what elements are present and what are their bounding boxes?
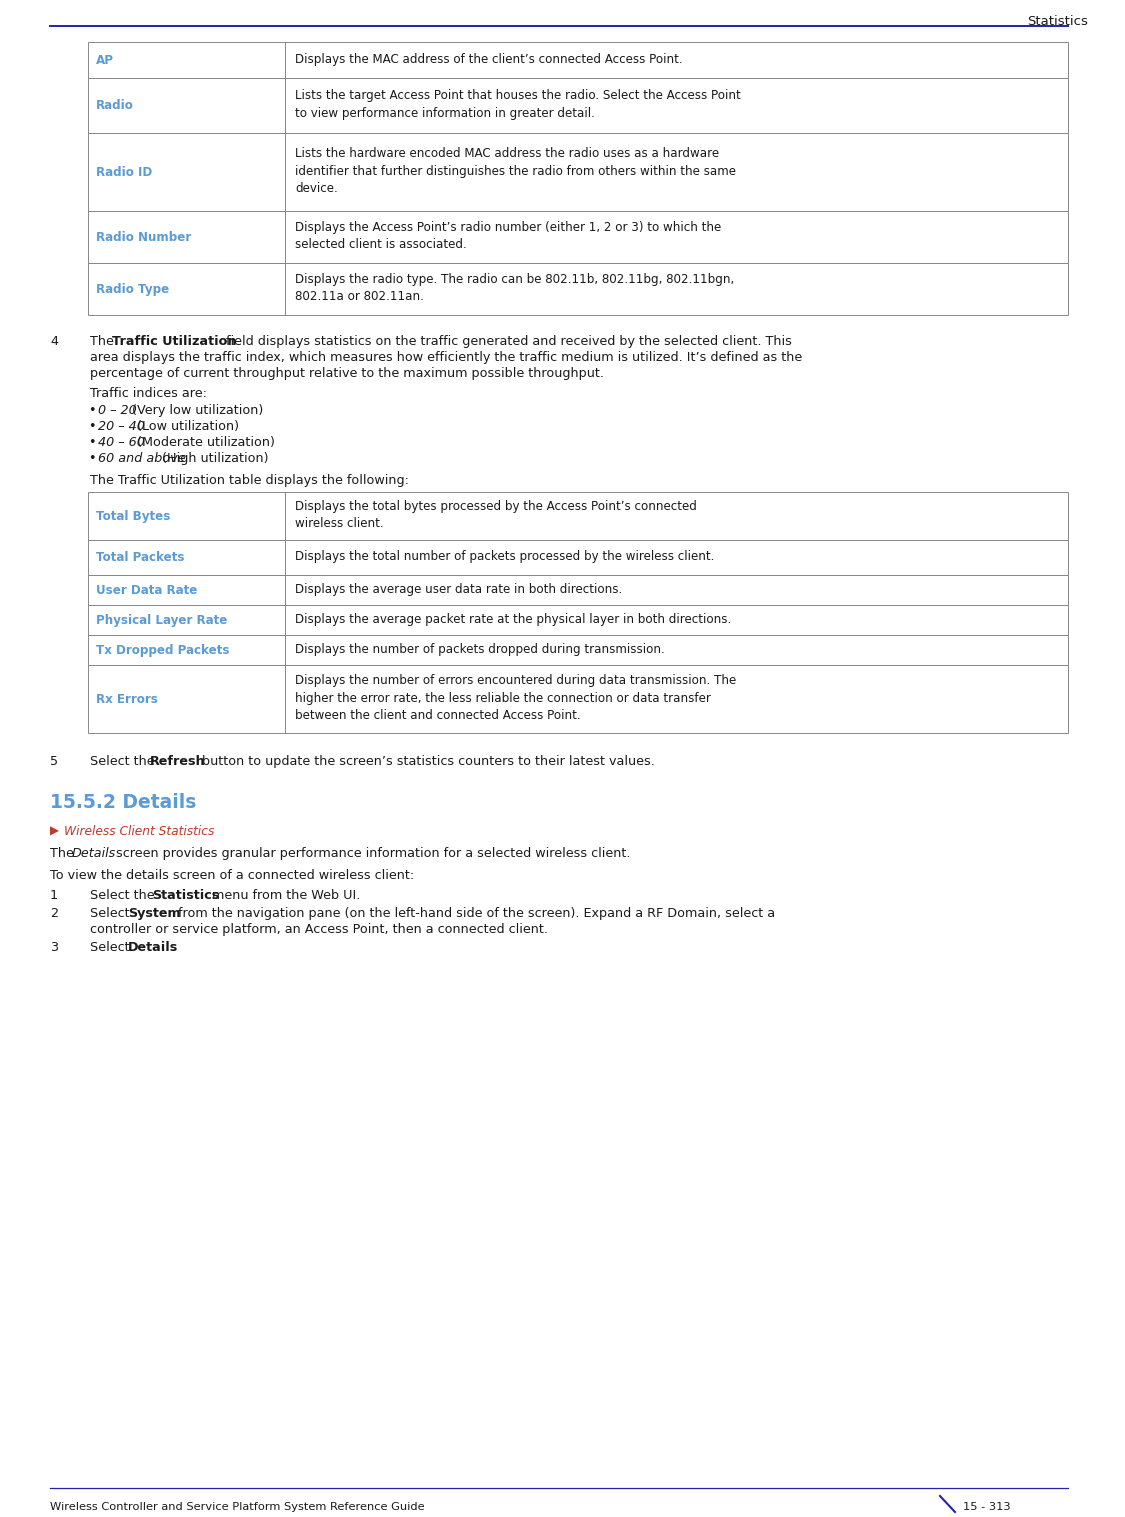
FancyBboxPatch shape [88, 575, 1068, 605]
Text: 60 and above: 60 and above [98, 452, 186, 466]
Text: field displays statistics on the traffic generated and received by the selected : field displays statistics on the traffic… [222, 335, 792, 347]
Text: Radio: Radio [96, 99, 134, 112]
Text: (Moderate utilization): (Moderate utilization) [133, 435, 274, 449]
Text: Select the: Select the [90, 889, 159, 903]
Text: Displays the total bytes processed by the Access Point’s connected
wireless clie: Displays the total bytes processed by th… [295, 499, 696, 531]
Text: Wireless Client Statistics: Wireless Client Statistics [64, 825, 215, 837]
FancyBboxPatch shape [88, 77, 1068, 133]
Text: •: • [88, 435, 96, 449]
Text: 2: 2 [50, 907, 58, 919]
Text: Select: Select [90, 907, 134, 919]
Text: Statistics: Statistics [152, 889, 219, 903]
Text: percentage of current throughput relative to the maximum possible throughput.: percentage of current throughput relativ… [90, 367, 604, 379]
Text: (Low utilization): (Low utilization) [133, 420, 238, 432]
Text: Wireless Controller and Service Platform System Reference Guide: Wireless Controller and Service Platform… [50, 1502, 424, 1512]
Text: User Data Rate: User Data Rate [96, 584, 197, 596]
FancyBboxPatch shape [88, 211, 1068, 262]
Text: Physical Layer Rate: Physical Layer Rate [96, 613, 227, 627]
Text: Statistics: Statistics [1027, 15, 1088, 27]
Text: •: • [88, 420, 96, 432]
Text: •: • [88, 452, 96, 466]
Text: •: • [88, 404, 96, 417]
Text: 15.5.2 Details: 15.5.2 Details [50, 793, 197, 812]
Text: Displays the average user data rate in both directions.: Displays the average user data rate in b… [295, 583, 622, 596]
Text: To view the details screen of a connected wireless client:: To view the details screen of a connecte… [50, 869, 414, 881]
Text: 40 – 60: 40 – 60 [98, 435, 145, 449]
Text: Displays the radio type. The radio can be 802.11b, 802.11bg, 802.11bgn,
802.11a : Displays the radio type. The radio can b… [295, 273, 735, 303]
Text: The: The [90, 335, 118, 347]
Text: .: . [172, 941, 177, 954]
Text: menu from the Web UI.: menu from the Web UI. [208, 889, 360, 903]
FancyBboxPatch shape [88, 605, 1068, 636]
Text: Displays the total number of packets processed by the wireless client.: Displays the total number of packets pro… [295, 551, 714, 563]
Text: 4: 4 [50, 335, 58, 347]
Text: 5: 5 [50, 755, 58, 768]
FancyBboxPatch shape [88, 133, 1068, 211]
Text: area displays the traffic index, which measures how efficiently the traffic medi: area displays the traffic index, which m… [90, 350, 802, 364]
Text: controller or service platform, an Access Point, then a connected client.: controller or service platform, an Acces… [90, 922, 548, 936]
Text: Lists the hardware encoded MAC address the radio uses as a hardware
identifier t: Lists the hardware encoded MAC address t… [295, 147, 736, 196]
Text: Select the: Select the [90, 755, 159, 768]
Text: Select: Select [90, 941, 134, 954]
Text: Displays the number of packets dropped during transmission.: Displays the number of packets dropped d… [295, 643, 665, 655]
Text: 0 – 20: 0 – 20 [98, 404, 137, 417]
Text: Lists the target Access Point that houses the radio. Select the Access Point
to : Lists the target Access Point that house… [295, 90, 740, 120]
FancyBboxPatch shape [88, 636, 1068, 664]
Text: 20 – 40: 20 – 40 [98, 420, 145, 432]
Text: Displays the number of errors encountered during data transmission. The
higher t: Displays the number of errors encountere… [295, 674, 736, 722]
Text: (Very low utilization): (Very low utilization) [128, 404, 263, 417]
Text: The: The [50, 846, 78, 860]
FancyBboxPatch shape [88, 42, 1068, 77]
Text: button to update the screen’s statistics counters to their latest values.: button to update the screen’s statistics… [198, 755, 655, 768]
Text: 15 - 313: 15 - 313 [963, 1502, 1010, 1512]
Text: Traffic indices are:: Traffic indices are: [90, 387, 207, 400]
Text: The Traffic Utilization table displays the following:: The Traffic Utilization table displays t… [90, 473, 409, 487]
FancyBboxPatch shape [88, 262, 1068, 316]
FancyBboxPatch shape [88, 492, 1068, 540]
Text: Refresh: Refresh [150, 755, 206, 768]
Text: Radio Number: Radio Number [96, 231, 191, 244]
Text: Displays the average packet rate at the physical layer in both directions.: Displays the average packet rate at the … [295, 613, 731, 625]
Text: Radio ID: Radio ID [96, 165, 152, 179]
Text: Traffic Utilization: Traffic Utilization [112, 335, 236, 347]
Text: System: System [128, 907, 181, 919]
Text: Displays the MAC address of the client’s connected Access Point.: Displays the MAC address of the client’s… [295, 53, 683, 65]
Text: Radio Type: Radio Type [96, 282, 169, 296]
Text: 3: 3 [50, 941, 58, 954]
Text: screen provides granular performance information for a selected wireless client.: screen provides granular performance inf… [112, 846, 630, 860]
Text: Details: Details [128, 941, 178, 954]
Text: (High utilization): (High utilization) [158, 452, 269, 466]
Text: Rx Errors: Rx Errors [96, 692, 158, 705]
FancyBboxPatch shape [88, 664, 1068, 733]
FancyBboxPatch shape [88, 540, 1068, 575]
Text: Details: Details [72, 846, 116, 860]
Text: Total Bytes: Total Bytes [96, 510, 170, 522]
Text: from the navigation pane (on the left-hand side of the screen). Expand a RF Doma: from the navigation pane (on the left-ha… [174, 907, 775, 919]
Text: ▶: ▶ [50, 825, 58, 837]
Text: Total Packets: Total Packets [96, 551, 184, 564]
Text: Tx Dropped Packets: Tx Dropped Packets [96, 643, 229, 657]
Text: Displays the Access Point’s radio number (either 1, 2 or 3) to which the
selecte: Displays the Access Point’s radio number… [295, 221, 721, 252]
Text: AP: AP [96, 53, 114, 67]
Text: 1: 1 [50, 889, 58, 903]
